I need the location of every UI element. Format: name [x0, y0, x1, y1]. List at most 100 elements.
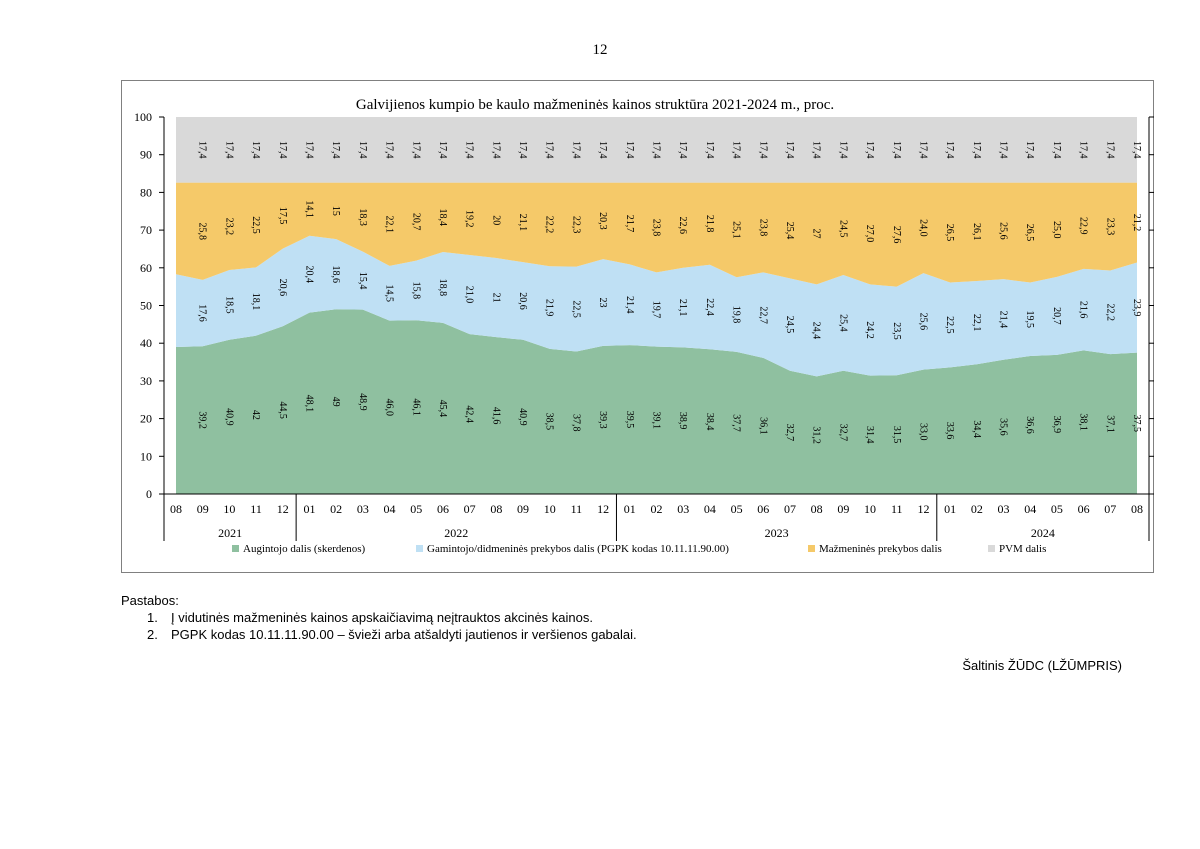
data-label-mazmenines: 23,3: [1104, 218, 1115, 236]
data-label-mazmenines: 23,8: [757, 219, 768, 237]
x-tick-label: 03: [677, 502, 689, 516]
data-label-gamintojo: 24,2: [864, 321, 875, 339]
legend-label-gamintojo: Gamintojo/didmeninės prekybos dalis (PGP…: [427, 543, 729, 555]
data-label-gamintojo: 15,8: [410, 282, 421, 300]
data-label-pvm: 17,4: [464, 141, 475, 159]
data-label-augintojo: 31,5: [891, 426, 902, 444]
x-tick-label: 04: [1024, 502, 1036, 516]
data-label-pvm: 17,4: [757, 141, 768, 159]
y-tick-label: 40: [140, 336, 152, 350]
legend-label-mazmenines: Mažmeninės prekybos dalis: [819, 543, 942, 555]
data-label-mazmenines: 21,2: [1131, 214, 1142, 232]
data-label-augintojo: 38,4: [704, 413, 715, 431]
x-tick-label: 12: [917, 502, 929, 516]
data-label-pvm: 17,4: [1024, 141, 1035, 159]
x-tick-label: 09: [197, 502, 209, 516]
data-label-mazmenines: 25,1: [731, 221, 742, 239]
data-label-mazmenines: 23,2: [223, 218, 234, 236]
note-number: 1.: [147, 610, 158, 625]
data-label-augintojo: 46,0: [384, 399, 395, 417]
year-label: 2024: [1031, 526, 1055, 540]
year-label: 2022: [444, 526, 468, 540]
data-label-gamintojo: 21,4: [624, 296, 635, 314]
notes-heading: Pastabos:: [121, 593, 179, 608]
year-label: 2023: [765, 526, 789, 540]
data-label-mazmenines: 23,8: [650, 219, 661, 237]
x-tick-label: 04: [704, 502, 716, 516]
data-label-mazmenines: 19,2: [464, 210, 475, 228]
source-note: Šaltinis ŽŪDC (LŽŪMPRIS): [962, 658, 1122, 673]
data-label-mazmenines: 20,3: [597, 212, 608, 230]
series-area-augintojo: [176, 309, 1137, 494]
x-tick-label: 10: [544, 502, 556, 516]
x-tick-label: 06: [757, 502, 769, 516]
data-label-gamintojo: 20,7: [1051, 307, 1062, 325]
data-label-mazmenines: 22,6: [677, 216, 688, 234]
x-tick-label: 02: [971, 502, 983, 516]
data-label-augintojo: 34,4: [971, 420, 982, 438]
x-tick-label: 07: [464, 502, 476, 516]
data-label-pvm: 17,4: [490, 141, 501, 159]
x-tick-label: 09: [517, 502, 529, 516]
legend-swatch-gamintojo: [416, 545, 423, 552]
year-label: 2021: [218, 526, 242, 540]
y-tick-label: 10: [140, 449, 152, 463]
data-label-pvm: 17,4: [784, 141, 795, 159]
data-label-pvm: 17,4: [891, 141, 902, 159]
data-label-pvm: 17,4: [330, 141, 341, 159]
data-label-mazmenines: 26,1: [971, 223, 982, 241]
data-label-mazmenines: 14,1: [303, 200, 314, 218]
data-label-pvm: 17,4: [570, 141, 581, 159]
data-label-pvm: 17,4: [837, 141, 848, 159]
y-tick-label: 70: [140, 223, 152, 237]
data-label-pvm: 17,4: [223, 141, 234, 159]
note-number: 2.: [147, 627, 158, 642]
x-tick-label: 06: [437, 502, 449, 516]
x-tick-label: 10: [223, 502, 235, 516]
x-tick-label: 08: [811, 502, 823, 516]
data-label-pvm: 17,4: [303, 141, 314, 159]
data-label-mazmenines: 25,6: [998, 222, 1009, 240]
data-label-mazmenines: 21,7: [624, 215, 635, 233]
data-label-gamintojo: 18,5: [223, 296, 234, 314]
data-label-pvm: 17,4: [437, 141, 448, 159]
y-tick-label: 90: [140, 148, 152, 162]
page-number: 12: [592, 42, 608, 58]
data-label-gamintojo: 14,5: [384, 284, 395, 302]
data-label-pvm: 17,4: [917, 141, 928, 159]
data-label-gamintojo: 20,4: [303, 265, 314, 283]
data-label-augintojo: 44,5: [277, 401, 288, 419]
data-label-gamintojo: 23: [597, 297, 608, 307]
data-label-gamintojo: 25,6: [917, 313, 928, 331]
data-label-augintojo: 32,7: [784, 424, 795, 442]
data-label-augintojo: 40,9: [223, 408, 234, 426]
data-label-pvm: 17,4: [1051, 141, 1062, 159]
data-label-augintojo: 38,5: [544, 413, 555, 431]
x-tick-label: 08: [170, 502, 182, 516]
note-item: 1. Į vidutinės mažmeninės kainos apskaiči…: [147, 609, 637, 626]
data-label-pvm: 17,4: [250, 141, 261, 159]
x-tick-label: 02: [651, 502, 663, 516]
data-label-mazmenines: 26,5: [1024, 224, 1035, 242]
data-label-augintojo: 36,9: [1051, 416, 1062, 434]
data-label-pvm: 17,4: [677, 141, 688, 159]
data-label-mazmenines: 21,8: [704, 215, 715, 233]
data-label-pvm: 17,4: [624, 141, 635, 159]
x-tick-label: 08: [490, 502, 502, 516]
price-structure-chart: Galvijienos kumpio be kaulo mažmeninės k…: [134, 97, 1154, 555]
x-tick-label: 12: [277, 502, 289, 516]
data-label-gamintojo: 22,1: [971, 314, 982, 332]
x-tick-label: 01: [303, 502, 315, 516]
data-label-augintojo: 40,9: [517, 408, 528, 426]
data-label-augintojo: 39,2: [197, 411, 208, 429]
data-label-augintojo: 49: [330, 397, 341, 407]
legend-swatch-augintojo: [232, 545, 239, 552]
data-label-gamintojo: 23,5: [891, 322, 902, 340]
y-tick-label: 100: [134, 110, 152, 124]
data-label-gamintojo: 22,5: [570, 300, 581, 318]
data-label-gamintojo: 19,7: [651, 301, 662, 319]
x-tick-label: 11: [891, 502, 903, 516]
data-label-pvm: 17,4: [384, 141, 395, 159]
x-tick-label: 09: [837, 502, 849, 516]
data-label-mazmenines: 22,2: [544, 216, 555, 234]
